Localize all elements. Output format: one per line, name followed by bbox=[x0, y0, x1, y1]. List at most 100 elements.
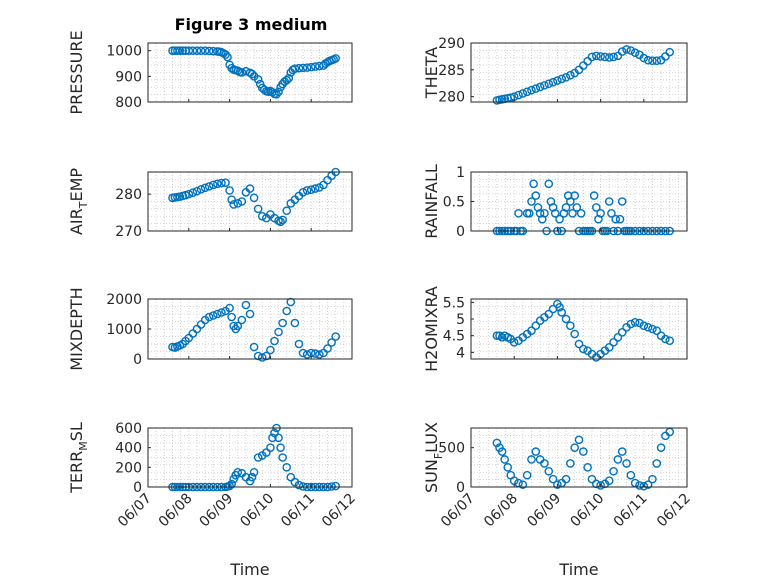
data-point bbox=[648, 324, 657, 334]
data-point bbox=[527, 85, 536, 95]
data-point bbox=[208, 46, 218, 56]
axes-box bbox=[147, 171, 353, 232]
data-point bbox=[245, 309, 255, 319]
y-tick-label: 400 bbox=[115, 441, 142, 457]
y-tick-label: 290 bbox=[438, 36, 465, 52]
data-point bbox=[566, 459, 575, 468]
data-point bbox=[617, 447, 627, 456]
data-point bbox=[227, 479, 236, 489]
data-point bbox=[204, 46, 214, 56]
data-point bbox=[566, 321, 575, 330]
data-point bbox=[557, 74, 567, 84]
data-point bbox=[639, 321, 649, 330]
data-point bbox=[274, 327, 283, 337]
y-axis-label: MIXDEPTH bbox=[67, 287, 86, 370]
y-tick-label: 0 bbox=[133, 352, 142, 368]
data-point bbox=[221, 178, 230, 187]
data-point bbox=[596, 208, 605, 218]
data-point bbox=[611, 214, 621, 224]
data-point bbox=[200, 183, 210, 193]
data-point bbox=[639, 481, 649, 491]
y-tick-label: 285 bbox=[438, 63, 465, 79]
y-tick-label: 1 bbox=[456, 165, 465, 181]
x-tick-label: 06/11 bbox=[611, 491, 651, 531]
data-point bbox=[561, 73, 571, 82]
data-point bbox=[253, 453, 263, 462]
data-point bbox=[310, 62, 320, 71]
x-tick-label: 06/10 bbox=[237, 491, 277, 531]
data-point bbox=[561, 203, 571, 212]
y-tick-label: 2000 bbox=[106, 292, 142, 308]
data-point bbox=[604, 343, 614, 352]
data-point bbox=[579, 447, 588, 456]
y-axis-label: THETA bbox=[422, 47, 441, 99]
data-point bbox=[626, 470, 636, 480]
data-point bbox=[566, 70, 575, 80]
data-point bbox=[270, 336, 279, 346]
axes-box bbox=[470, 42, 688, 103]
data-point bbox=[237, 197, 247, 206]
data-point bbox=[622, 459, 631, 468]
data-point bbox=[617, 328, 627, 337]
y-tick-label: 4.5 bbox=[443, 329, 465, 345]
chart-panel-rainfall: 0 0.5 1 RAINFALL bbox=[422, 164, 688, 240]
y-tick-label: 5.5 bbox=[443, 295, 465, 311]
y-tick-label: 270 bbox=[115, 224, 142, 240]
data-point bbox=[529, 179, 538, 189]
y-tick-label: 280 bbox=[115, 187, 142, 203]
y-tick-label: 500 bbox=[438, 441, 465, 457]
data-point bbox=[227, 312, 236, 322]
data-point bbox=[630, 48, 640, 57]
data-point bbox=[583, 56, 592, 66]
data-point bbox=[589, 191, 599, 200]
data-point bbox=[276, 217, 285, 227]
data-point bbox=[302, 186, 312, 195]
data-point bbox=[579, 344, 588, 354]
data-point bbox=[282, 306, 292, 316]
data-point bbox=[237, 68, 247, 77]
data-point bbox=[527, 197, 536, 206]
y-tick-label: 900 bbox=[115, 69, 142, 85]
data-point bbox=[188, 188, 198, 197]
data-point bbox=[587, 474, 597, 484]
data-point bbox=[298, 348, 308, 358]
data-point bbox=[531, 191, 541, 200]
data-point bbox=[278, 453, 287, 462]
y-axis-label: RAINFALL bbox=[422, 164, 441, 239]
data-point bbox=[331, 54, 340, 63]
data-point bbox=[630, 318, 640, 327]
data-point bbox=[204, 312, 214, 322]
data-point bbox=[548, 77, 558, 87]
data-point bbox=[500, 455, 509, 464]
figure-title: Figure 3 medium bbox=[175, 15, 328, 34]
data-point bbox=[518, 480, 528, 489]
axes-box bbox=[147, 427, 353, 488]
x-tick-label: 06/07 bbox=[115, 491, 155, 531]
data-point bbox=[266, 443, 275, 452]
data-point bbox=[652, 56, 662, 66]
data-point bbox=[282, 75, 292, 85]
data-point bbox=[274, 87, 283, 97]
data-point bbox=[225, 481, 234, 491]
data-point bbox=[604, 197, 614, 206]
data-point bbox=[249, 467, 259, 477]
data-point bbox=[540, 208, 549, 218]
data-point bbox=[259, 85, 269, 94]
data-point bbox=[249, 342, 259, 352]
data-point bbox=[233, 321, 243, 331]
data-point bbox=[553, 76, 562, 85]
data-point bbox=[665, 336, 675, 345]
data-point bbox=[540, 81, 549, 90]
data-point bbox=[574, 65, 584, 75]
data-point bbox=[509, 338, 519, 347]
data-point bbox=[553, 480, 562, 489]
data-point bbox=[557, 308, 567, 317]
data-point bbox=[609, 466, 618, 476]
data-point bbox=[196, 185, 206, 194]
data-point bbox=[531, 321, 541, 330]
data-point bbox=[184, 189, 194, 199]
data-point bbox=[591, 203, 601, 212]
data-point bbox=[596, 481, 605, 490]
data-point bbox=[574, 339, 584, 349]
